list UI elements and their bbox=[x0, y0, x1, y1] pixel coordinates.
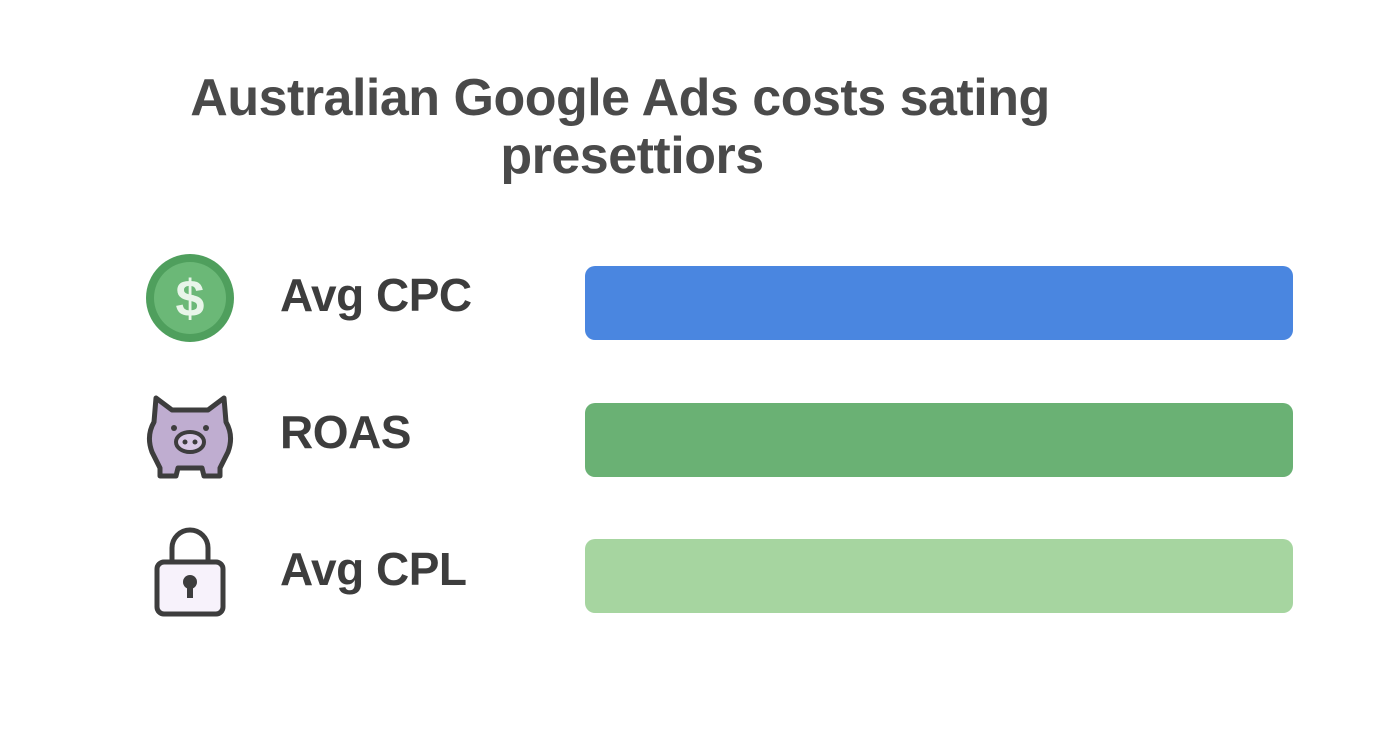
title-line: presettiors bbox=[500, 127, 764, 185]
row-label: ROAS bbox=[280, 406, 411, 458]
row-label: Avg CPC bbox=[280, 269, 472, 321]
bar bbox=[585, 403, 1293, 477]
bar bbox=[585, 539, 1293, 613]
svg-text:$: $ bbox=[176, 270, 205, 328]
title-line: Australian Google Ads costs sating bbox=[190, 69, 1050, 127]
piggy-icon bbox=[146, 395, 234, 479]
dollar-icon: $ bbox=[146, 254, 234, 342]
lock-icon bbox=[154, 527, 226, 617]
row-label: Avg CPL bbox=[280, 543, 467, 595]
bar bbox=[585, 266, 1293, 340]
